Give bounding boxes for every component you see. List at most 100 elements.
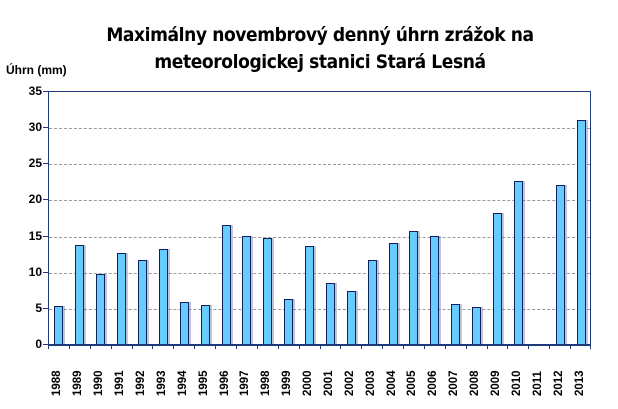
bar-1991 xyxy=(117,252,127,344)
x-tick-mark xyxy=(507,344,509,349)
x-tick-label-text: 2007 xyxy=(448,370,461,396)
x-tick-label-text: 1998 xyxy=(260,370,273,396)
x-tick-label: 2000 xyxy=(302,350,316,396)
x-tick-mark xyxy=(486,344,488,349)
x-tick-label: 2004 xyxy=(386,350,400,396)
x-tick-label-text: 1995 xyxy=(197,370,210,396)
bar-2013 xyxy=(576,119,586,344)
chart-title: Maximálny novembrový denný úhrn zrážok n… xyxy=(60,22,580,76)
x-tick-mark xyxy=(131,344,133,349)
x-tick-label-text: 1991 xyxy=(114,370,127,396)
gridline xyxy=(49,236,590,238)
bar-2000 xyxy=(305,245,315,344)
bar-1999 xyxy=(284,299,294,344)
bar-1990 xyxy=(96,273,106,344)
gridline xyxy=(49,164,590,166)
x-tick-label: 1999 xyxy=(281,350,295,396)
bar-1992 xyxy=(137,260,147,344)
bar-2006 xyxy=(430,235,440,344)
x-tick-label: 2005 xyxy=(406,350,420,396)
x-tick-label-text: 1990 xyxy=(93,370,106,396)
bar-2007 xyxy=(451,303,461,344)
gridline xyxy=(49,308,590,310)
bar-2010 xyxy=(513,181,523,344)
y-tick-label: 10 xyxy=(28,264,42,279)
x-tick-label-text: 1988 xyxy=(51,370,64,396)
x-tick-label: 2007 xyxy=(448,350,462,396)
x-tick-label: 1995 xyxy=(198,350,212,396)
chart-title-line-1: Maximálny novembrový denný úhrn zrážok n… xyxy=(106,24,534,46)
x-tick-mark xyxy=(340,344,342,349)
x-tick-label-text: 1994 xyxy=(176,370,189,396)
x-tick-label: 1993 xyxy=(156,350,170,396)
x-tick-label-text: 2012 xyxy=(552,370,565,396)
x-tick-label: 1990 xyxy=(93,350,107,396)
x-tick-mark xyxy=(256,344,258,349)
x-tick-label: 2002 xyxy=(344,350,358,396)
x-tick-label-text: 1997 xyxy=(239,370,252,396)
x-tick-label: 1998 xyxy=(260,350,274,396)
chart-title-line-2: meteorologickej stanici Stará Lesná xyxy=(154,51,486,73)
x-tick-label-text: 1993 xyxy=(155,370,168,396)
x-tick-label: 1997 xyxy=(239,350,253,396)
x-tick-mark xyxy=(361,344,363,349)
x-tick-mark xyxy=(403,344,405,349)
x-tick-label: 1988 xyxy=(51,350,65,396)
x-tick-label-text: 2006 xyxy=(427,370,440,396)
x-tick-label-text: 1999 xyxy=(281,370,294,396)
x-tick-label-text: 2005 xyxy=(406,370,419,396)
x-tick-mark xyxy=(48,344,49,349)
y-tick-label: 30 xyxy=(28,120,42,135)
x-tick-label: 2001 xyxy=(323,350,337,396)
x-tick-mark xyxy=(590,344,591,349)
x-tick-label-text: 2001 xyxy=(322,370,335,396)
x-tick-label: 2009 xyxy=(490,350,504,396)
x-tick-label-text: 2008 xyxy=(469,370,482,396)
gridline xyxy=(49,128,590,130)
y-tick-label: 20 xyxy=(28,192,42,207)
x-tick-label: 1996 xyxy=(219,350,233,396)
bar-2005 xyxy=(409,230,419,344)
x-tick-mark xyxy=(298,344,300,349)
x-tick-label-text: 2011 xyxy=(531,371,544,396)
x-tick-mark xyxy=(277,344,279,349)
x-tick-label: 2011 xyxy=(532,350,546,396)
x-tick-mark xyxy=(215,344,217,349)
bar-1989 xyxy=(75,244,85,344)
x-tick-label: 2008 xyxy=(469,350,483,396)
gridline xyxy=(49,200,590,202)
x-tick-mark xyxy=(194,344,196,349)
x-tick-label: 2013 xyxy=(574,350,588,396)
x-tick-mark xyxy=(444,344,446,349)
bar-2012 xyxy=(555,184,565,344)
x-tick-label: 1994 xyxy=(177,350,191,396)
bar-1998 xyxy=(263,238,273,344)
x-tick-mark xyxy=(549,344,551,349)
y-axis-label: Úhrn (mm) xyxy=(6,63,67,77)
y-tick-mark xyxy=(43,344,48,345)
x-tick-label: 2012 xyxy=(553,350,567,396)
x-tick-label: 2006 xyxy=(427,350,441,396)
y-tick-mark xyxy=(43,271,48,273)
x-tick-label-text: 1989 xyxy=(72,370,85,396)
bar-1997 xyxy=(242,235,252,344)
y-tick-mark xyxy=(43,163,48,165)
x-tick-mark xyxy=(68,344,70,349)
bar-1994 xyxy=(179,302,189,344)
y-tick-label: 35 xyxy=(28,84,42,98)
y-tick-label: 5 xyxy=(35,300,42,315)
bar-1988 xyxy=(54,305,64,344)
y-tick-mark xyxy=(43,199,48,201)
bar-2004 xyxy=(388,242,398,344)
x-tick-mark xyxy=(465,344,467,349)
x-tick-label: 1989 xyxy=(72,350,86,396)
y-tick-mark xyxy=(43,127,48,129)
gridline xyxy=(49,272,590,274)
x-tick-mark xyxy=(152,344,154,349)
x-tick-label-text: 2003 xyxy=(364,370,377,396)
bar-2001 xyxy=(325,283,335,344)
y-tick-mark xyxy=(43,91,48,92)
bar-1993 xyxy=(158,249,168,344)
x-tick-label-text: 2010 xyxy=(510,370,523,396)
x-tick-mark xyxy=(528,344,530,349)
